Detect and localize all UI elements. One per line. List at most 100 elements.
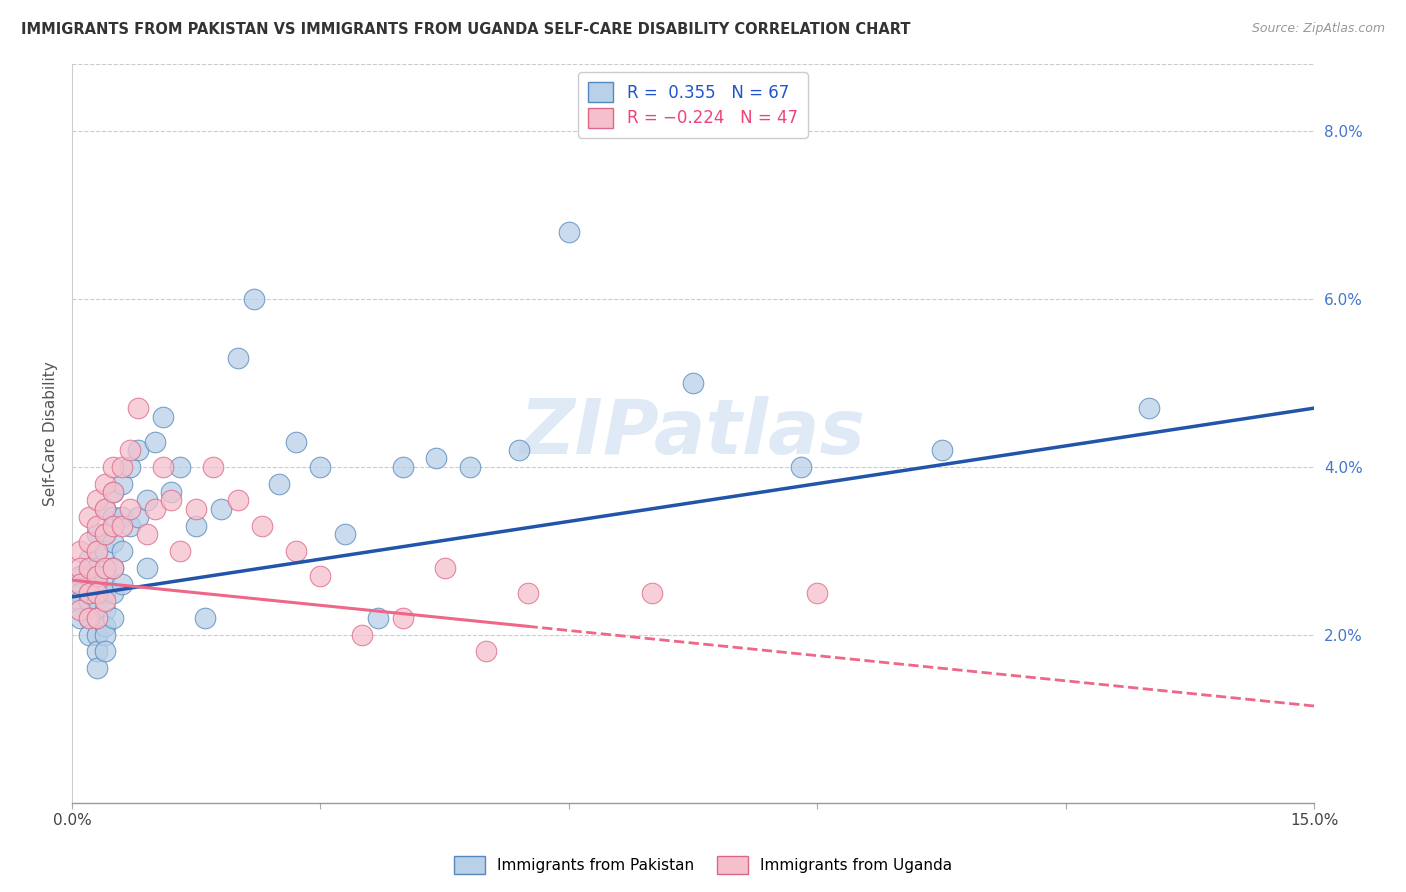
Point	[193, 611, 215, 625]
Point	[111, 476, 134, 491]
Text: ZIPatlas: ZIPatlas	[520, 396, 866, 470]
Point	[169, 543, 191, 558]
Point	[135, 560, 157, 574]
Point	[152, 459, 174, 474]
Point	[77, 585, 100, 599]
Point	[77, 628, 100, 642]
Point	[392, 459, 415, 474]
Point	[152, 409, 174, 424]
Point	[111, 577, 134, 591]
Point	[118, 501, 141, 516]
Point	[103, 459, 125, 474]
Point	[77, 560, 100, 574]
Point	[143, 501, 166, 516]
Point	[103, 485, 125, 500]
Point	[94, 476, 117, 491]
Point	[77, 552, 100, 566]
Point	[160, 493, 183, 508]
Point	[118, 443, 141, 458]
Point	[284, 543, 307, 558]
Point	[94, 501, 117, 516]
Point	[103, 510, 125, 524]
Legend: Immigrants from Pakistan, Immigrants from Uganda: Immigrants from Pakistan, Immigrants fro…	[449, 850, 957, 880]
Point	[86, 577, 108, 591]
Point	[118, 459, 141, 474]
Point	[143, 434, 166, 449]
Point	[252, 518, 274, 533]
Legend: R =  0.355   N = 67, R = −0.224   N = 47: R = 0.355 N = 67, R = −0.224 N = 47	[578, 72, 808, 137]
Point	[226, 351, 249, 365]
Point	[135, 493, 157, 508]
Point	[186, 501, 208, 516]
Point	[243, 292, 266, 306]
Point	[86, 560, 108, 574]
Point	[103, 485, 125, 500]
Point	[111, 510, 134, 524]
Point	[86, 493, 108, 508]
Point	[86, 611, 108, 625]
Point	[69, 577, 91, 591]
Point	[69, 602, 91, 616]
Point	[1137, 401, 1160, 416]
Point	[392, 611, 415, 625]
Text: IMMIGRANTS FROM PAKISTAN VS IMMIGRANTS FROM UGANDA SELF-CARE DISABILITY CORRELAT: IMMIGRANTS FROM PAKISTAN VS IMMIGRANTS F…	[21, 22, 911, 37]
Point	[77, 510, 100, 524]
Point	[86, 518, 108, 533]
Point	[69, 543, 91, 558]
Point	[94, 585, 117, 599]
Point	[94, 569, 117, 583]
Point	[86, 644, 108, 658]
Point	[335, 527, 357, 541]
Point	[69, 585, 91, 599]
Point	[209, 501, 232, 516]
Point	[201, 459, 224, 474]
Point	[86, 543, 108, 558]
Point	[77, 611, 100, 625]
Point	[186, 518, 208, 533]
Point	[77, 611, 100, 625]
Point	[103, 518, 125, 533]
Point	[169, 459, 191, 474]
Point	[103, 560, 125, 574]
Point	[458, 459, 481, 474]
Point	[309, 569, 332, 583]
Point	[86, 585, 108, 599]
Point	[86, 628, 108, 642]
Point	[86, 611, 108, 625]
Point	[226, 493, 249, 508]
Point	[425, 451, 447, 466]
Point	[94, 527, 117, 541]
Y-axis label: Self-Care Disability: Self-Care Disability	[44, 361, 58, 506]
Point	[118, 518, 141, 533]
Point	[94, 527, 117, 541]
Point	[94, 543, 117, 558]
Point	[86, 661, 108, 675]
Point	[94, 602, 117, 616]
Point	[77, 569, 100, 583]
Point	[94, 644, 117, 658]
Point	[135, 527, 157, 541]
Point	[111, 459, 134, 474]
Point	[790, 459, 813, 474]
Point	[103, 535, 125, 549]
Point	[69, 560, 91, 574]
Point	[86, 594, 108, 608]
Point	[309, 459, 332, 474]
Point	[641, 585, 664, 599]
Point	[103, 611, 125, 625]
Point	[931, 443, 953, 458]
Point	[94, 594, 117, 608]
Point	[94, 560, 117, 574]
Point	[94, 619, 117, 633]
Point	[94, 501, 117, 516]
Point	[111, 543, 134, 558]
Point	[86, 527, 108, 541]
Point	[682, 376, 704, 390]
Point	[284, 434, 307, 449]
Point	[367, 611, 389, 625]
Point	[160, 485, 183, 500]
Point	[94, 628, 117, 642]
Point	[127, 443, 149, 458]
Point	[433, 560, 456, 574]
Point	[69, 569, 91, 583]
